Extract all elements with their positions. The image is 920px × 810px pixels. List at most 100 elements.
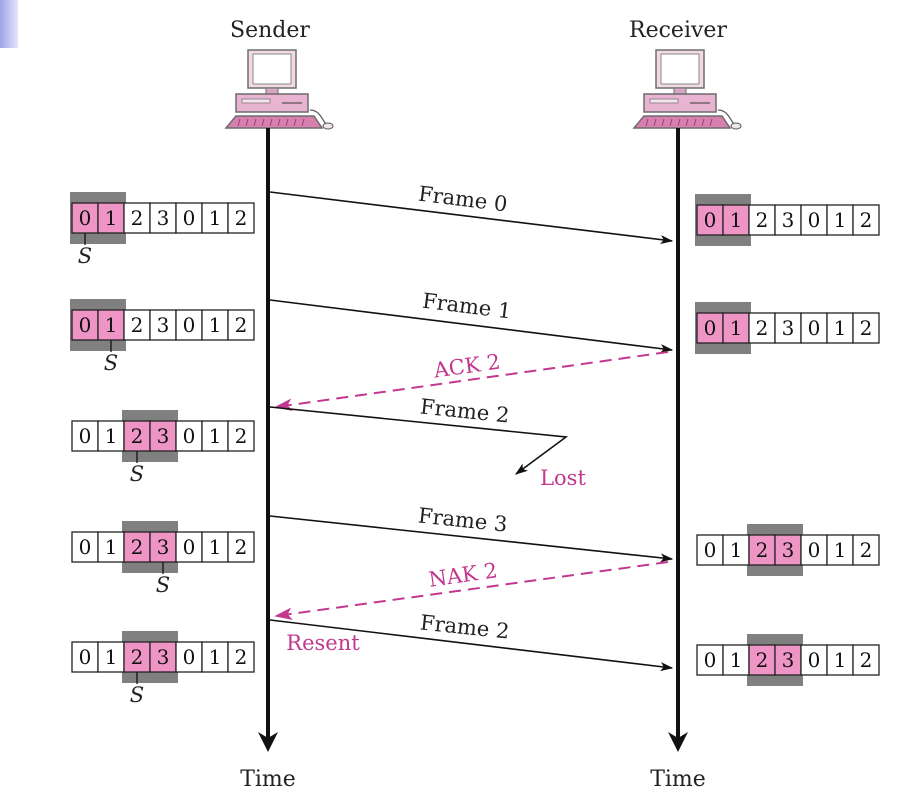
frame3-label: Frame 3 — [417, 503, 509, 536]
sequence-cell — [97, 531, 125, 563]
sequence-number: 1 — [730, 208, 743, 232]
sequence-number: 0 — [704, 208, 717, 232]
sequence-cell — [774, 534, 802, 566]
sequence-cell — [149, 309, 177, 341]
pointer-label: S — [78, 244, 92, 268]
sequence-number: 0 — [808, 316, 821, 340]
sequence-cell — [774, 644, 802, 676]
sequence-cell — [826, 312, 854, 344]
sequence-number: 1 — [105, 313, 118, 337]
sequence-number: 2 — [131, 424, 144, 448]
sender-windows: 0 1 2 3 0 1 2S0 1 2 3 0 1 2S0 1 2 3 0 1 2S0 1 2 3 0 1 2S0 1 2 3 0 1 2S — [70, 192, 255, 707]
sequence-cell — [123, 202, 151, 234]
sequence-number: 3 — [157, 313, 170, 337]
frame2-resent-arrow — [269, 619, 674, 672]
sequence-cell — [852, 534, 880, 566]
sequence-number: 1 — [730, 316, 743, 340]
sequence-window: 0 1 2 3 0 1 2S — [70, 192, 255, 268]
sequence-cell — [227, 202, 255, 234]
sequence-window: 0 1 2 3 0 1 2S — [71, 410, 255, 486]
sender-time-label: Time — [240, 767, 296, 792]
sequence-cell — [175, 202, 203, 234]
sequence-number: 1 — [105, 535, 118, 559]
sequence-cell — [97, 202, 125, 234]
sequence-number: 1 — [105, 645, 118, 669]
sequence-cell — [201, 202, 229, 234]
sender-label: Sender — [230, 18, 310, 43]
sequence-number: 1 — [834, 538, 847, 562]
sequence-number: 2 — [131, 645, 144, 669]
sequence-number: 3 — [157, 424, 170, 448]
sequence-number: 2 — [860, 208, 873, 232]
sequence-window: 0 1 2 3 0 1 2S — [71, 521, 255, 597]
sequence-number: 3 — [782, 316, 795, 340]
sequence-number: 1 — [834, 648, 847, 672]
sequence-cell — [71, 531, 99, 563]
sequence-cell — [227, 420, 255, 452]
sequence-number: 0 — [79, 206, 92, 230]
resent-label: Resent — [286, 631, 360, 655]
sequence-number: 3 — [157, 206, 170, 230]
sequence-number: 2 — [131, 206, 144, 230]
sequence-cell — [123, 309, 151, 341]
sequence-number: 3 — [782, 648, 795, 672]
sequence-cell — [201, 309, 229, 341]
sequence-number: 0 — [704, 316, 717, 340]
sequence-number: 1 — [209, 313, 222, 337]
sequence-cell — [800, 534, 828, 566]
sequence-cell — [696, 312, 724, 344]
frame2-label: Frame 2 — [419, 394, 511, 427]
frame1-arrow — [269, 299, 674, 354]
frame1-label: Frame 1 — [421, 289, 513, 324]
sequence-cell — [696, 204, 724, 236]
sequence-cell — [175, 641, 203, 673]
frame3-arrow — [269, 515, 674, 563]
sequence-number: 0 — [79, 535, 92, 559]
sequence-number: 0 — [183, 645, 196, 669]
sequence-number: 0 — [79, 313, 92, 337]
sequence-number: 2 — [756, 538, 769, 562]
sequence-number: 1 — [834, 316, 847, 340]
sequence-number: 1 — [105, 206, 118, 230]
sequence-number: 0 — [808, 538, 821, 562]
sequence-number: 2 — [235, 535, 248, 559]
sequence-cell — [123, 641, 151, 673]
sequence-number: 1 — [730, 648, 743, 672]
receiver-windows: 0 1 2 3 0 1 20 1 2 3 0 1 20 1 2 3 0 1 20 1 2 3 0 1 2 — [695, 194, 880, 686]
sequence-cell — [149, 420, 177, 452]
frame2-lost-arrow — [269, 406, 569, 475]
sequence-number: 1 — [834, 208, 847, 232]
sequence-number: 2 — [860, 648, 873, 672]
sequence-number: 2 — [235, 313, 248, 337]
sequence-cell — [748, 312, 776, 344]
pointer-label: S — [104, 351, 118, 375]
sequence-cell — [123, 531, 151, 563]
sequence-number: 2 — [131, 535, 144, 559]
sequence-number: 1 — [209, 424, 222, 448]
sequence-number: 2 — [756, 648, 769, 672]
nak2-arrow — [274, 561, 669, 621]
sequence-number: 0 — [183, 313, 196, 337]
sequence-number: 2 — [756, 316, 769, 340]
sequence-number: 1 — [209, 645, 222, 669]
sequence-number: 0 — [183, 424, 196, 448]
sequence-cell — [800, 204, 828, 236]
sequence-cell — [774, 204, 802, 236]
sequence-cell — [227, 309, 255, 341]
frame0-arrow — [269, 191, 674, 245]
sequence-number: 2 — [235, 645, 248, 669]
sequence-number: 3 — [782, 208, 795, 232]
sequence-cell — [71, 641, 99, 673]
sequence-number: 0 — [704, 538, 717, 562]
sequence-cell — [71, 202, 99, 234]
sequence-number: 2 — [235, 206, 248, 230]
sequence-number: 3 — [157, 535, 170, 559]
sequence-cell — [722, 204, 750, 236]
sequence-cell — [748, 534, 776, 566]
sequence-number: 0 — [808, 208, 821, 232]
sequence-number: 0 — [79, 424, 92, 448]
sequence-number: 1 — [730, 538, 743, 562]
